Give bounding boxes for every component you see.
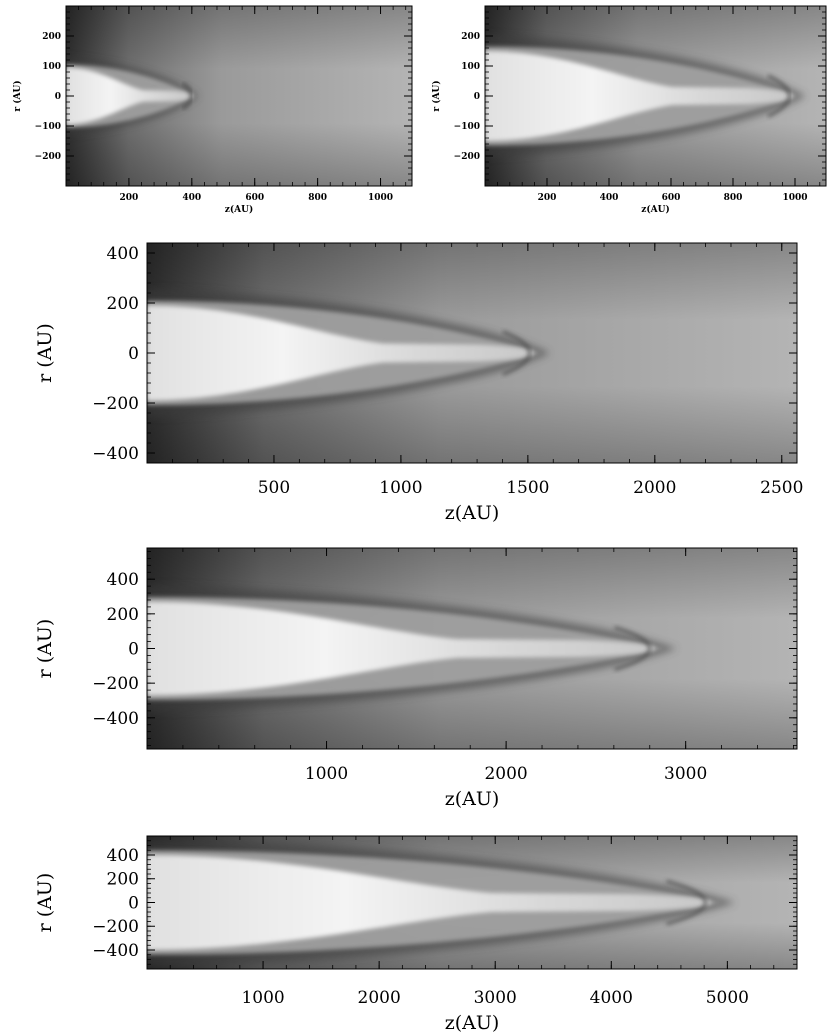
y-axis-label: r (AU) — [34, 619, 56, 679]
y-axis-label: r (AU) — [34, 323, 56, 383]
y-tick-label: −100 — [35, 122, 61, 132]
x-tick-label: 2000 — [358, 988, 401, 1008]
x-axis-label: z(AU) — [445, 502, 500, 524]
jet-core — [147, 305, 535, 401]
panel-3: 500 1000 1500 2000 2500z(AU)4002000−200−400r… — [34, 242, 803, 524]
y-tick-label: 200 — [107, 294, 139, 314]
x-tick-label: 600 — [245, 193, 264, 203]
jet-core — [147, 601, 656, 696]
x-tick-label: 200 — [120, 193, 139, 203]
density-map — [147, 548, 797, 749]
y-axis-label: r (AU) — [12, 80, 23, 111]
x-axis-label: z(AU) — [641, 204, 669, 215]
y-axis: 400 200 0 −200 −400 r (AU) — [34, 835, 797, 970]
bow-shock — [614, 626, 651, 671]
x-tick-label: 1000 — [241, 988, 284, 1008]
y-tick-label: 200 — [107, 605, 139, 625]
y-axis: 200 100 0 −100 −200 r (AU) — [12, 5, 412, 187]
x-tick-label: 800 — [308, 193, 327, 203]
y-tick-label: 400 — [107, 846, 139, 866]
x-tick-label: 3000 — [664, 764, 707, 784]
bow-shock — [181, 81, 193, 111]
y-tick-label: −200 — [92, 917, 139, 937]
jet-core — [66, 67, 193, 125]
y-tick-label: −400 — [92, 709, 139, 729]
bow-shock — [502, 330, 531, 376]
y-tick-label: 400 — [107, 244, 139, 264]
x-tick-label: 2000 — [484, 764, 527, 784]
y-tick-label: −200 — [454, 152, 480, 162]
density-map — [147, 836, 797, 969]
density-map — [66, 6, 412, 186]
y-axis-label: r (AU) — [34, 873, 56, 933]
density-map — [485, 6, 826, 186]
y-tick-label: −400 — [92, 941, 139, 961]
x-axis-label: z(AU) — [445, 1012, 500, 1034]
y-tick-label: 0 — [128, 344, 139, 364]
y-tick-label: 200 — [461, 32, 480, 42]
x-axis: 1000 2000 3000 z(AU) — [182, 548, 794, 810]
y-tick-label: 0 — [474, 92, 480, 102]
y-tick-label: −200 — [35, 152, 61, 162]
y-tick-label: 200 — [107, 870, 139, 890]
x-axis: 200 400 600 800 1000 z(AU) — [78, 6, 407, 215]
x-tick-label: 2000 — [633, 478, 676, 498]
jet-core — [147, 855, 713, 950]
y-tick-label: −200 — [92, 674, 139, 694]
panel-5: 1000 2000 3000 4000 5000z(AU)4002000−200−400… — [34, 835, 798, 1034]
x-tick-label: 400 — [600, 193, 619, 203]
y-tick-label: 100 — [42, 62, 61, 72]
y-tick-label: 0 — [128, 893, 139, 913]
y-tick-label: 0 — [55, 92, 61, 102]
x-tick-label: 1500 — [506, 478, 549, 498]
y-tick-label: 100 — [461, 62, 480, 72]
x-tick-label: 1000 — [379, 478, 422, 498]
y-tick-label: 200 — [42, 32, 61, 42]
x-tick-label: 800 — [724, 193, 743, 203]
x-tick-label: 2500 — [760, 478, 803, 498]
y-tick-label: 0 — [128, 639, 139, 659]
x-axis-label: z(AU) — [445, 788, 500, 810]
x-tick-label: 600 — [662, 193, 681, 203]
y-tick-label: −200 — [92, 394, 139, 414]
y-tick-label: −400 — [92, 444, 139, 464]
y-axis: 200 100 0 −100 −200 r (AU) — [431, 5, 826, 187]
x-tick-label: 200 — [538, 193, 557, 203]
bow-shock — [665, 879, 707, 926]
x-tick-label: 1000 — [782, 193, 807, 203]
x-axis: 1000 2000 3000 4000 5000 z(AU) — [169, 836, 775, 1034]
y-axis: 400 200 0 −200 −400 r (AU) — [34, 551, 797, 746]
x-tick-label: 5000 — [706, 988, 749, 1008]
y-axis: 400 200 0 −200 −400 r (AU) — [34, 242, 797, 464]
x-axis-label: z(AU) — [225, 204, 253, 215]
x-tick-label: 1000 — [305, 764, 348, 784]
x-axis: 200 400 600 800 1000 z(AU) — [496, 6, 821, 215]
x-tick-label: 400 — [182, 193, 201, 203]
x-tick-label: 1000 — [368, 193, 393, 203]
density-map — [147, 243, 797, 463]
x-axis: 500 1000 1500 2000 2500 z(AU) — [171, 243, 803, 524]
x-tick-label: 500 — [258, 478, 290, 498]
x-tick-label: 4000 — [590, 988, 633, 1008]
x-tick-label: 3000 — [474, 988, 517, 1008]
y-tick-label: 400 — [107, 570, 139, 590]
jet-core — [485, 51, 794, 141]
bow-shock — [767, 74, 791, 118]
y-tick-label: −100 — [454, 122, 480, 132]
y-axis-label: r (AU) — [431, 80, 442, 111]
